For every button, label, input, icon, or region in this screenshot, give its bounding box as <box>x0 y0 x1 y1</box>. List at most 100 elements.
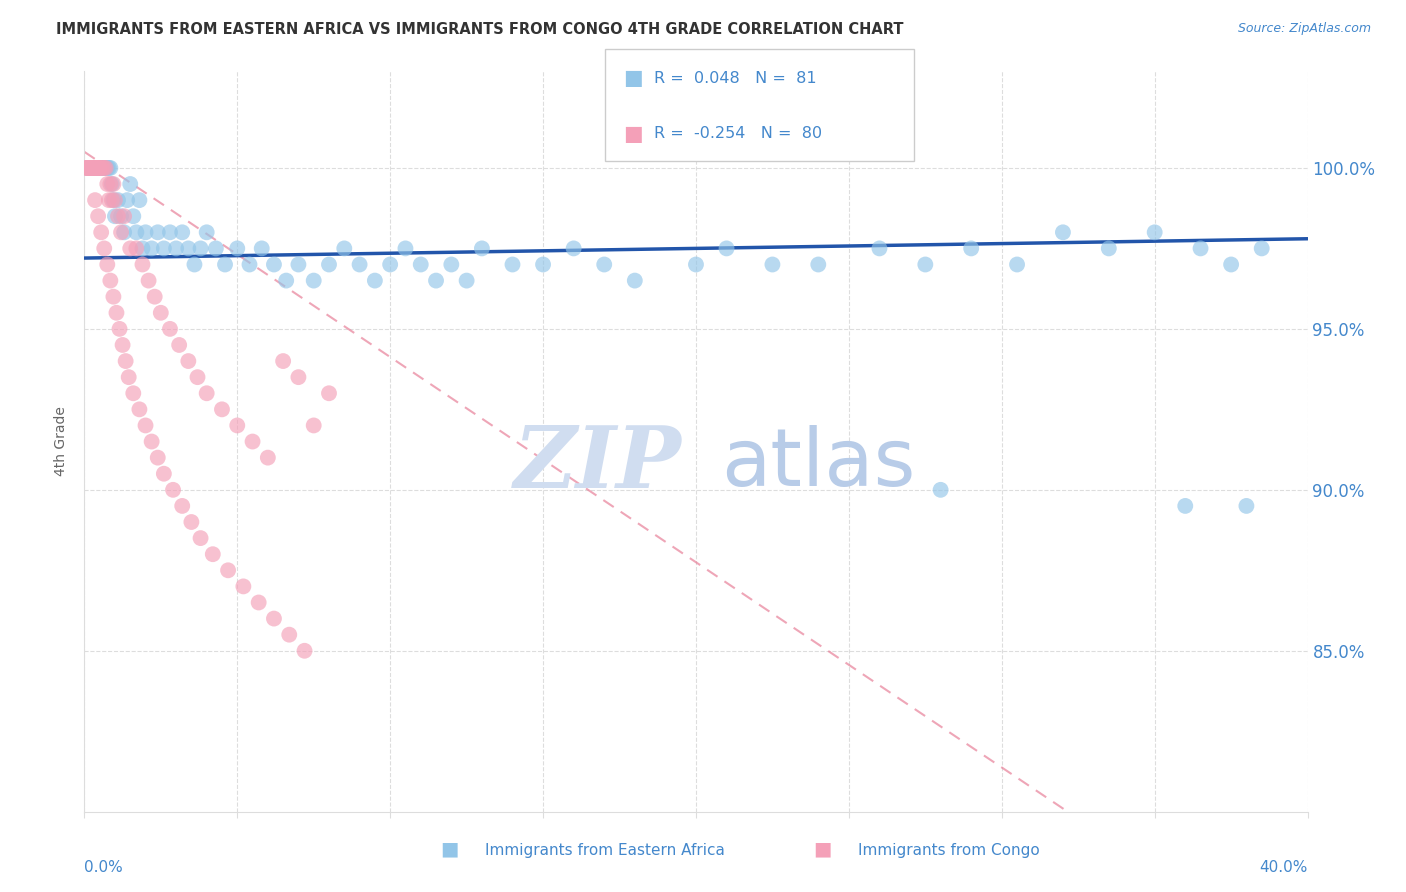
Point <box>960 241 983 255</box>
Text: 40.0%: 40.0% <box>1260 860 1308 875</box>
Point <box>302 418 325 433</box>
Point <box>257 450 280 465</box>
Point <box>75 161 97 175</box>
Point <box>98 274 121 288</box>
Point <box>1220 258 1243 272</box>
Text: Immigrants from Eastern Africa: Immigrants from Eastern Africa <box>485 843 725 858</box>
Point <box>162 483 184 497</box>
Point <box>287 258 309 272</box>
Point <box>90 225 112 239</box>
Point <box>1052 225 1074 239</box>
Point <box>195 225 218 239</box>
Point <box>593 258 616 272</box>
Point <box>394 241 416 255</box>
Point <box>869 241 891 255</box>
Point <box>84 161 107 175</box>
Point <box>201 547 224 561</box>
Point <box>1189 241 1212 255</box>
Point <box>807 258 830 272</box>
Point <box>110 209 132 223</box>
Point <box>167 338 190 352</box>
Point <box>333 241 356 255</box>
Point <box>624 274 647 288</box>
Point <box>122 209 145 223</box>
Point <box>131 258 153 272</box>
Text: atlas: atlas <box>721 425 915 503</box>
Point <box>104 209 127 223</box>
Point <box>141 241 163 255</box>
Point <box>685 258 707 272</box>
Point <box>93 161 115 175</box>
Text: Immigrants from Congo: Immigrants from Congo <box>858 843 1039 858</box>
Point <box>101 177 124 191</box>
Point <box>226 241 249 255</box>
Text: ■: ■ <box>623 69 643 88</box>
Point <box>82 161 104 175</box>
Point <box>83 161 105 175</box>
Point <box>562 241 585 255</box>
Point <box>79 161 101 175</box>
Text: ■: ■ <box>623 124 643 144</box>
Point <box>1236 499 1258 513</box>
Point <box>761 258 783 272</box>
Point <box>318 258 340 272</box>
Point <box>238 258 260 272</box>
Point <box>159 322 181 336</box>
Point <box>84 161 107 175</box>
Point <box>80 161 103 175</box>
Point <box>77 161 100 175</box>
Point <box>122 386 145 401</box>
Point <box>87 161 110 175</box>
Point <box>232 579 254 593</box>
Point <box>186 370 208 384</box>
Text: ■: ■ <box>813 839 832 858</box>
Point <box>380 258 402 272</box>
Point <box>104 193 127 207</box>
Point <box>93 241 115 255</box>
Point <box>146 450 169 465</box>
Point <box>86 161 108 175</box>
Point <box>76 161 98 175</box>
Point <box>195 386 218 401</box>
Point <box>89 161 111 175</box>
Point <box>1098 241 1121 255</box>
Point <box>118 370 141 384</box>
Point <box>93 161 115 175</box>
Point <box>153 467 176 481</box>
Point <box>1174 499 1197 513</box>
Point <box>1005 258 1028 272</box>
Point <box>1143 225 1166 239</box>
Point <box>128 402 150 417</box>
Point <box>97 161 120 175</box>
Point <box>79 161 101 175</box>
Point <box>247 595 270 609</box>
Point <box>101 193 124 207</box>
Point <box>86 161 108 175</box>
Point <box>456 274 478 288</box>
Point <box>271 354 294 368</box>
Point <box>91 161 114 175</box>
Text: ZIP: ZIP <box>515 422 682 506</box>
Point <box>115 193 138 207</box>
Text: R =  0.048   N =  81: R = 0.048 N = 81 <box>654 71 817 86</box>
Point <box>138 274 160 288</box>
Point <box>471 241 494 255</box>
Text: Source: ZipAtlas.com: Source: ZipAtlas.com <box>1237 22 1371 36</box>
Point <box>84 193 107 207</box>
Point <box>125 241 148 255</box>
Point <box>531 258 554 272</box>
Point <box>914 258 936 272</box>
Point <box>83 161 105 175</box>
Point <box>287 370 309 384</box>
Point <box>84 161 107 175</box>
Point <box>180 515 202 529</box>
Point <box>112 209 135 223</box>
Point <box>80 161 103 175</box>
Point <box>146 225 169 239</box>
Point <box>77 161 100 175</box>
Point <box>94 161 117 175</box>
Point <box>183 258 205 272</box>
Point <box>90 161 112 175</box>
Point <box>87 209 110 223</box>
Point <box>1250 241 1272 255</box>
